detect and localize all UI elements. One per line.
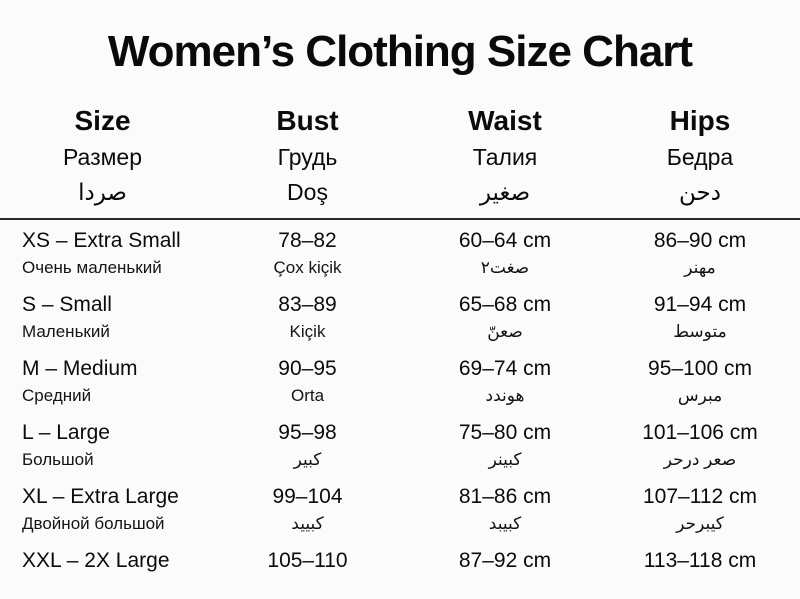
waist-value: 75–80 cm bbox=[458, 421, 552, 444]
waist-sub: صغت٢ bbox=[480, 258, 530, 277]
table-row-l: L – Large Большой 95–98 كبير 75–80 cm كب… bbox=[0, 418, 800, 482]
header-hips-ar: دحن bbox=[679, 179, 721, 205]
size-label-ru: Средний bbox=[22, 386, 92, 405]
size-cell: M – Medium Средний bbox=[0, 354, 205, 409]
bust-cell: 99–104 كبييد bbox=[205, 482, 410, 537]
size-label-ru: Большой bbox=[22, 450, 94, 469]
header-hips-en: Hips bbox=[669, 105, 731, 136]
header-col-size: Size Размер صردا bbox=[0, 102, 205, 210]
waist-cell: 65–68 cm صعنّ bbox=[410, 290, 600, 345]
hips-cell: 95–100 cm مبرس bbox=[600, 354, 800, 409]
bust-sub: كبير bbox=[293, 450, 322, 469]
bust-value: 78–82 bbox=[278, 229, 337, 252]
hips-value: 113–118 cm bbox=[643, 549, 757, 572]
table-row-xxl: XXL – 2X Large 105–110 87–92 cm 113–118 … bbox=[0, 546, 800, 599]
bust-sub: Kiçik bbox=[289, 322, 326, 341]
size-label: XXL – 2X Large bbox=[22, 549, 170, 572]
header-divider bbox=[0, 218, 800, 220]
waist-cell: 81–86 cm كبيبد bbox=[410, 482, 600, 537]
bust-value: 99–104 bbox=[272, 485, 343, 508]
hips-value: 95–100 cm bbox=[648, 357, 752, 380]
waist-sub: كبينر bbox=[488, 450, 522, 469]
hips-sub: متوسط bbox=[673, 322, 727, 341]
waist-cell: 75–80 cm كبينر bbox=[410, 418, 600, 473]
hips-sub: كيبرحر bbox=[676, 514, 724, 533]
table-row-s: S – Small Маленький 83–89 Kiçik 65–68 cm… bbox=[0, 290, 800, 354]
bust-cell: 95–98 كبير bbox=[205, 418, 410, 473]
bust-sub: كبييد bbox=[291, 514, 324, 533]
size-table-body: XS – Extra Small Очень маленький 78–82 Ç… bbox=[0, 226, 800, 599]
size-cell: S – Small Маленький bbox=[0, 290, 205, 345]
header-col-waist: Waist Талия صغير bbox=[410, 102, 600, 210]
hips-value: 101–106 cm bbox=[642, 421, 758, 444]
bust-cell: 83–89 Kiçik bbox=[205, 290, 410, 345]
header-size-en: Size bbox=[74, 105, 131, 136]
hips-cell: 86–90 cm مهنر bbox=[600, 226, 800, 281]
table-row-m: M – Medium Средний 90–95 Orta 69–74 cm ه… bbox=[0, 354, 800, 418]
header-bust-ru: Грудь bbox=[277, 144, 338, 170]
size-label: M – Medium bbox=[22, 357, 138, 380]
waist-value: 87–92 cm bbox=[458, 549, 552, 572]
table-row-xl: XL – Extra Large Двойной большой 99–104 … bbox=[0, 482, 800, 546]
bust-value: 105–110 bbox=[267, 549, 348, 572]
waist-cell: 87–92 cm bbox=[410, 546, 600, 575]
bust-cell: 105–110 bbox=[205, 546, 410, 575]
size-label-ru: Двойной большой bbox=[22, 514, 165, 533]
header-size-ru: Размер bbox=[62, 144, 143, 170]
hips-cell: 101–106 cm صعر درحر bbox=[600, 418, 800, 473]
hips-cell: 113–118 cm bbox=[600, 546, 800, 575]
hips-sub: مهنر bbox=[684, 258, 716, 277]
size-cell: XS – Extra Small Очень маленький bbox=[0, 226, 205, 281]
bust-value: 95–98 bbox=[278, 421, 337, 444]
size-label-ru: Маленький bbox=[22, 322, 110, 341]
bust-cell: 78–82 Çox kiçik bbox=[205, 226, 410, 281]
bust-sub: Çox kiçik bbox=[273, 258, 342, 277]
header-hips-ru: Бедра bbox=[666, 144, 734, 170]
header-waist-en: Waist bbox=[468, 105, 542, 136]
waist-value: 81–86 cm bbox=[458, 485, 552, 508]
hips-cell: 107–112 cm كيبرحر bbox=[600, 482, 800, 537]
size-label: L – Large bbox=[22, 421, 110, 444]
table-row-xs: XS – Extra Small Очень маленький 78–82 Ç… bbox=[0, 226, 800, 290]
waist-sub: كبيبد bbox=[488, 514, 522, 533]
waist-value: 69–74 cm bbox=[458, 357, 552, 380]
waist-sub: هوندد bbox=[485, 386, 525, 405]
bust-value: 83–89 bbox=[278, 293, 337, 316]
size-cell: L – Large Большой bbox=[0, 418, 205, 473]
hips-value: 107–112 cm bbox=[642, 485, 758, 508]
bust-cell: 90–95 Orta bbox=[205, 354, 410, 409]
hips-value: 86–90 cm bbox=[653, 229, 747, 252]
size-cell: XXL – 2X Large bbox=[0, 546, 205, 575]
hips-sub: صعر درحر bbox=[663, 450, 737, 469]
size-label: XL – Extra Large bbox=[22, 485, 179, 508]
size-cell: XL – Extra Large Двойной большой bbox=[0, 482, 205, 537]
waist-value: 60–64 cm bbox=[458, 229, 552, 252]
header-size-ar: صردا bbox=[78, 179, 127, 205]
waist-sub: صعنّ bbox=[487, 322, 523, 341]
page-title: Women’s Clothing Size Chart bbox=[107, 27, 693, 76]
header-col-hips: Hips Бедра دحن bbox=[600, 102, 800, 210]
waist-value: 65–68 cm bbox=[458, 293, 552, 316]
header-bust-az: Doş bbox=[287, 179, 328, 205]
header-bust-en: Bust bbox=[276, 105, 339, 136]
waist-cell: 69–74 cm هوندد bbox=[410, 354, 600, 409]
size-label: XS – Extra Small bbox=[22, 229, 181, 252]
size-label: S – Small bbox=[22, 293, 112, 316]
bust-sub: Orta bbox=[290, 386, 325, 405]
hips-sub: مبرس bbox=[677, 386, 723, 405]
header-waist-ar: صغير bbox=[479, 179, 531, 205]
hips-value: 91–94 cm bbox=[653, 293, 747, 316]
waist-cell: 60–64 cm صغت٢ bbox=[410, 226, 600, 281]
bust-value: 90–95 bbox=[278, 357, 337, 380]
size-label-ru: Очень маленький bbox=[22, 258, 162, 277]
table-header: Size Размер صردا Bust Грудь Doş Waist Та… bbox=[0, 102, 800, 210]
header-waist-ru: Талия bbox=[472, 144, 538, 170]
header-col-bust: Bust Грудь Doş bbox=[205, 102, 410, 210]
hips-cell: 91–94 cm متوسط bbox=[600, 290, 800, 345]
